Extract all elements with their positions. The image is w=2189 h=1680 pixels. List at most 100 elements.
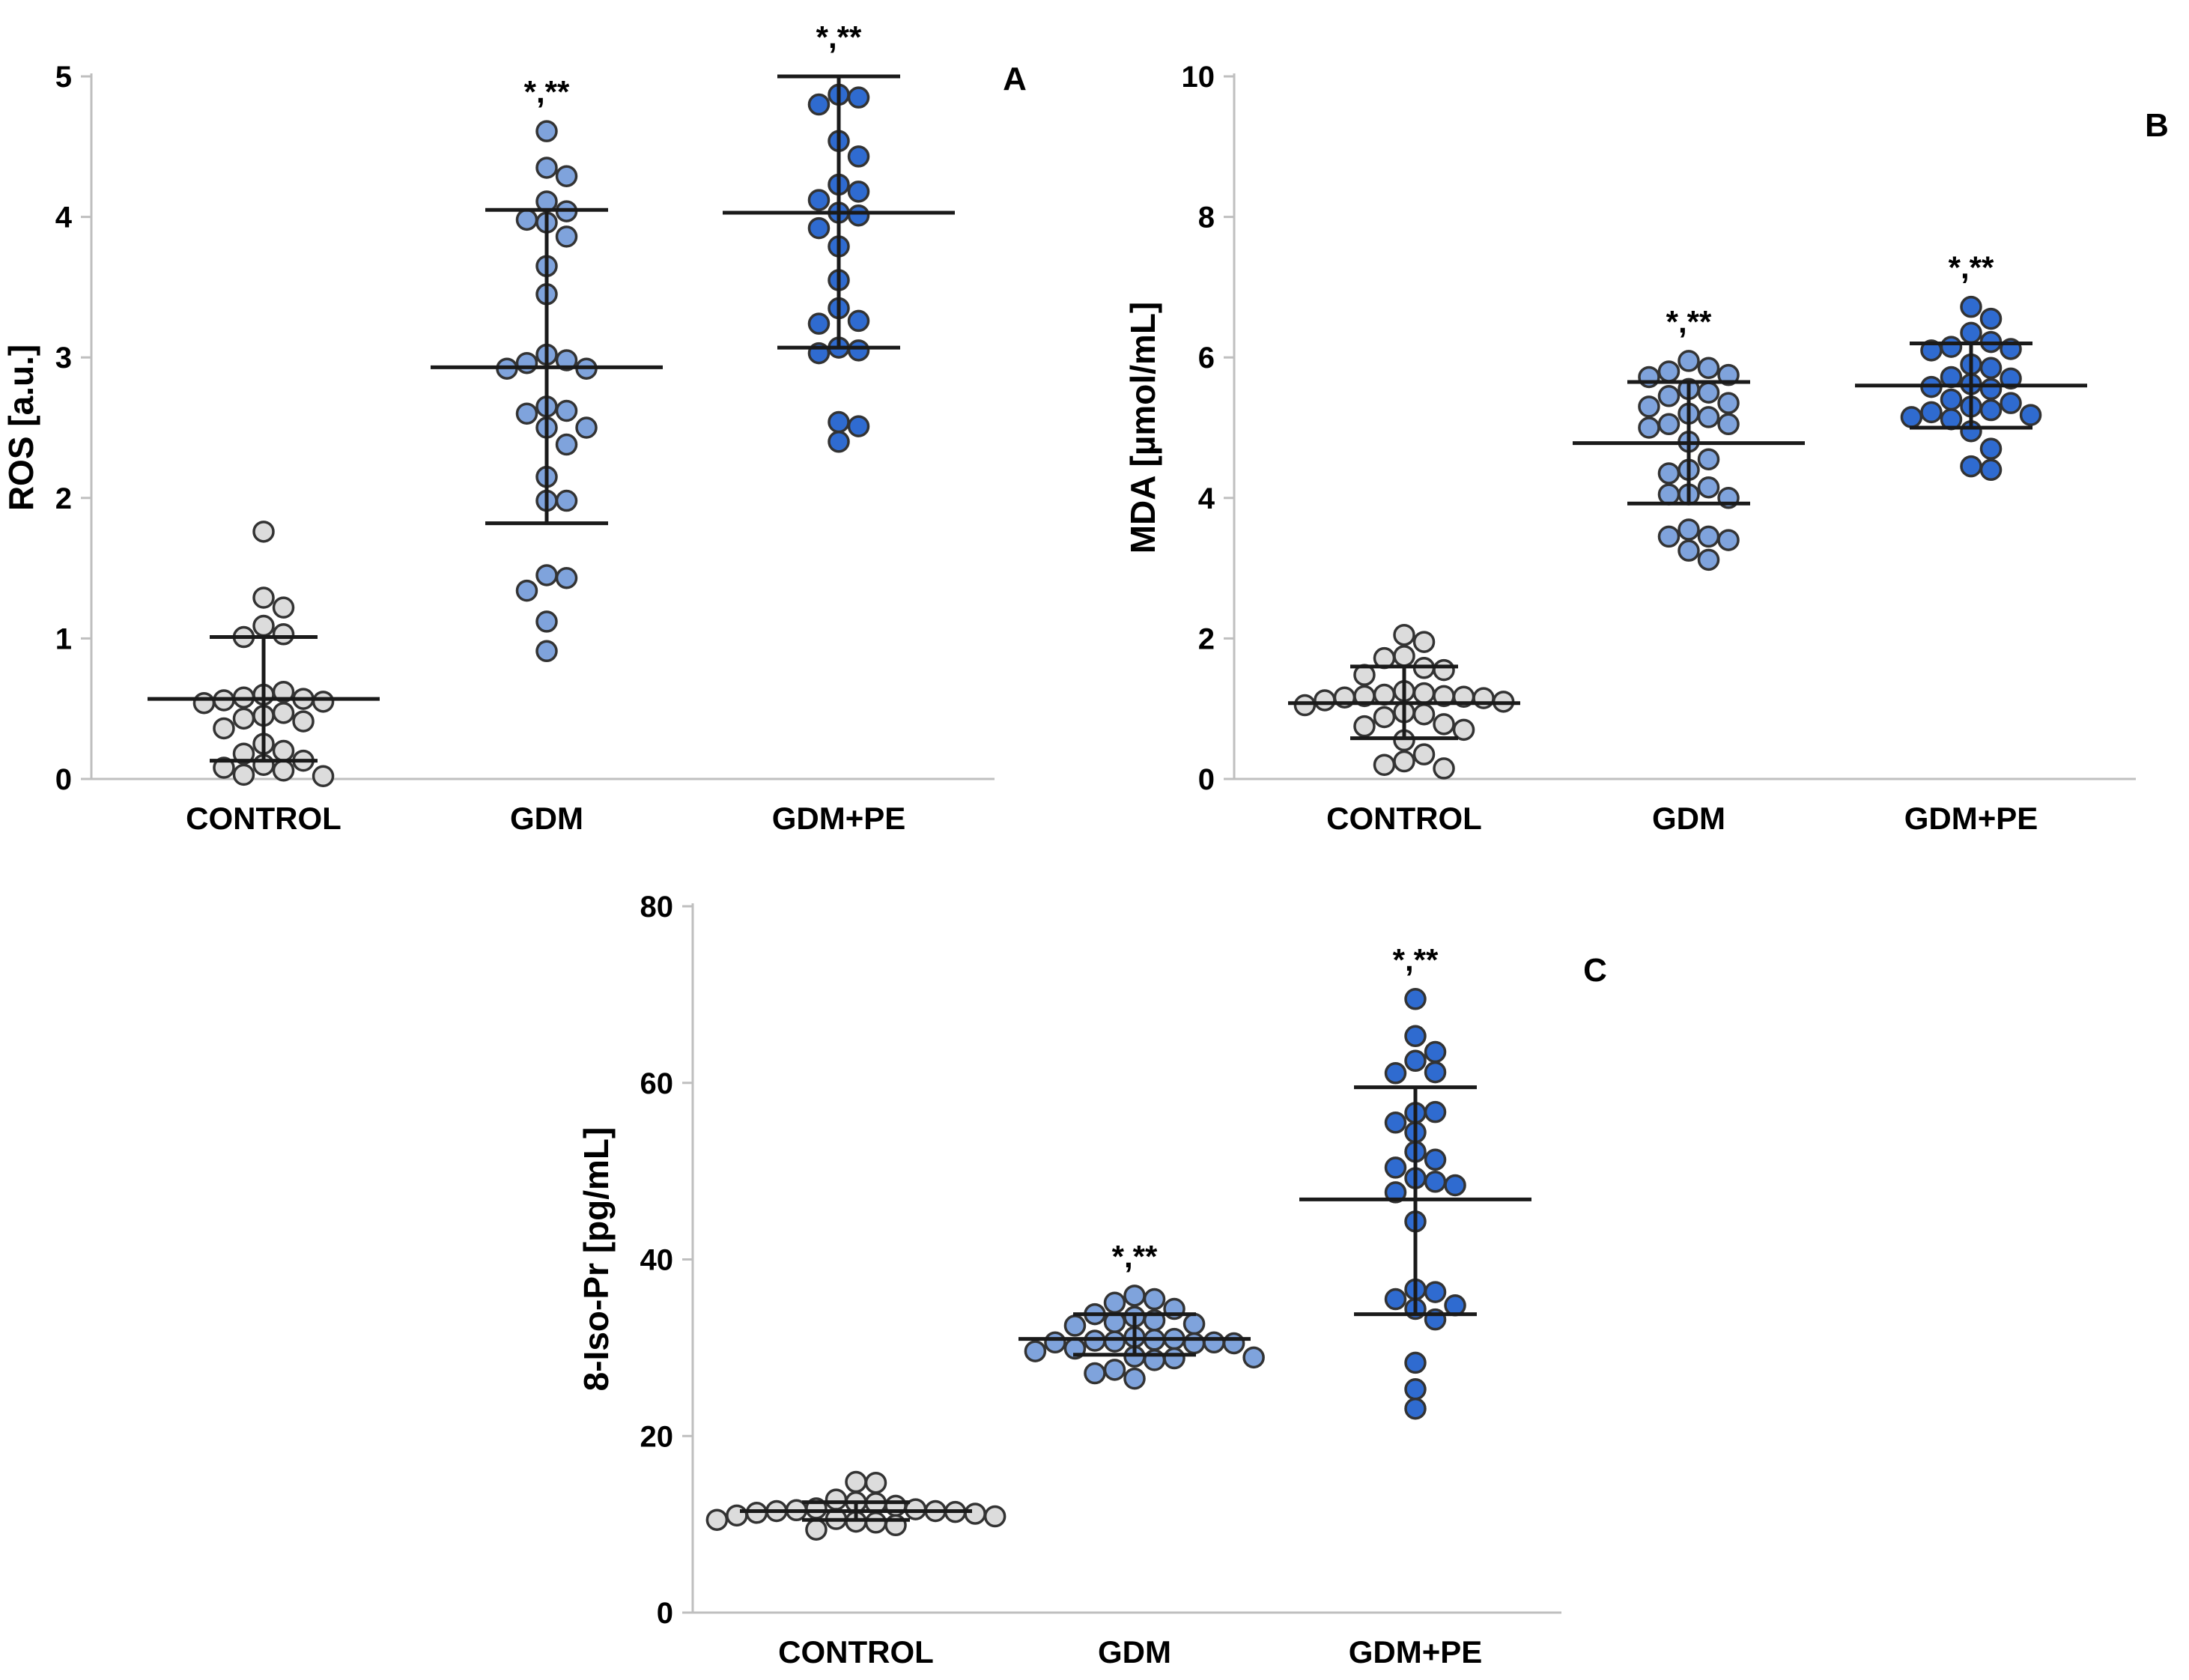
data-point: [232, 763, 255, 786]
data-point: [535, 564, 558, 586]
data-point: [1424, 1100, 1447, 1123]
data-point: [1163, 1347, 1185, 1370]
data-point: [1472, 687, 1495, 709]
data-point: [1314, 689, 1336, 712]
data-point: [1960, 455, 1982, 478]
data-point: [805, 1518, 828, 1541]
data-point: [1979, 377, 2003, 401]
data-point: [1444, 1294, 1466, 1317]
y-tick-label: 2: [1198, 622, 1215, 655]
data-point: [1384, 1112, 1407, 1134]
data-point: [1697, 381, 1720, 404]
data-point: [252, 586, 275, 609]
x-category-label: GDM+PE: [1349, 1634, 1483, 1670]
y-tick-label: 6: [1198, 342, 1215, 374]
data-point: [1638, 416, 1660, 439]
data-point: [1412, 703, 1436, 726]
data-point: [1103, 1291, 1126, 1314]
data-point: [1657, 413, 1681, 436]
panel-label: C: [1583, 952, 1607, 989]
x-category-label: GDM: [1098, 1634, 1171, 1670]
data-point: [312, 691, 335, 713]
data-point: [1433, 713, 1455, 736]
data-point: [1384, 1062, 1407, 1085]
significance-annotation: *,**: [1949, 250, 1994, 285]
data-point: [1293, 694, 1317, 717]
data-point: [1697, 357, 1720, 380]
data-point: [2019, 404, 2042, 426]
data-point: [2000, 392, 2022, 414]
y-axis-title: 8-Iso-Pr [pg/mL]: [577, 1127, 616, 1392]
y-tick-label: 0: [55, 763, 72, 796]
data-point: [726, 1504, 748, 1527]
data-point: [1678, 518, 1700, 541]
data-point: [828, 431, 850, 453]
x-category-label: GDM+PE: [772, 801, 906, 836]
data-point: [964, 1502, 986, 1525]
data-point: [252, 521, 275, 543]
data-point: [1717, 529, 1740, 551]
data-point: [515, 208, 538, 231]
y-tick-label: 8: [1198, 201, 1215, 234]
y-tick-label: 4: [1198, 482, 1215, 515]
y-tick-label: 0: [657, 1597, 673, 1630]
data-point: [1393, 623, 1415, 646]
data-point: [1404, 1351, 1427, 1374]
significance-annotation: *,**: [816, 19, 862, 55]
y-tick-label: 2: [55, 482, 72, 515]
data-point: [1697, 448, 1720, 470]
data-point: [1182, 1332, 1206, 1355]
data-point: [232, 742, 255, 765]
data-point: [515, 402, 538, 425]
data-point: [807, 312, 831, 335]
data-point: [1404, 1378, 1427, 1401]
x-category-label: CONTROL: [186, 801, 341, 836]
data-point: [1979, 398, 2003, 422]
data-point: [1222, 1332, 1245, 1355]
data-point: [847, 309, 870, 333]
data-point: [555, 566, 578, 589]
data-point: [1123, 1367, 1146, 1390]
data-point: [272, 596, 295, 619]
data-point: [575, 416, 598, 439]
data-point: [1657, 385, 1681, 407]
data-point: [847, 86, 870, 109]
y-tick-label: 20: [640, 1420, 674, 1453]
data-point: [252, 614, 275, 637]
data-point: [232, 707, 255, 730]
panel-label: B: [2145, 107, 2169, 144]
data-point: [807, 93, 831, 116]
data-point: [1433, 658, 1455, 682]
significance-annotation: *,**: [1393, 942, 1439, 977]
data-point: [272, 739, 295, 762]
data-point: [1424, 1040, 1447, 1064]
data-point: [555, 349, 578, 372]
data-point: [864, 1511, 887, 1534]
data-point: [1024, 1340, 1047, 1362]
y-tick-label: 80: [640, 891, 674, 924]
data-point: [1203, 1331, 1225, 1354]
data-point: [1143, 1288, 1166, 1311]
data-point: [2000, 367, 2022, 390]
y-tick-label: 0: [1198, 763, 1215, 796]
data-point: [1384, 1181, 1407, 1204]
data-point: [535, 610, 558, 633]
data-point: [1393, 750, 1415, 773]
data-point: [983, 1505, 1007, 1528]
data-point: [1960, 321, 1982, 345]
data-point: [705, 1508, 729, 1531]
data-point: [1678, 350, 1700, 372]
data-point: [1242, 1346, 1265, 1369]
panel-label: A: [1003, 61, 1027, 97]
data-point: [1717, 363, 1740, 386]
data-point: [1940, 388, 1963, 411]
data-point: [1433, 757, 1455, 780]
data-point: [213, 717, 235, 740]
y-axis-title: ROS [a.u.]: [1, 345, 40, 511]
data-point: [1979, 458, 2003, 482]
data-point: [555, 433, 578, 456]
data-point: [1678, 539, 1700, 562]
significance-annotation: *,**: [1666, 304, 1712, 339]
x-category-label: GDM+PE: [1904, 801, 2038, 836]
